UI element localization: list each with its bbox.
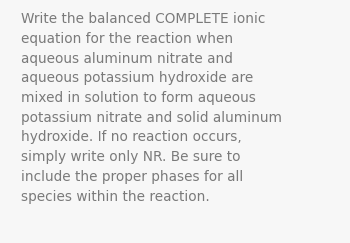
Text: Write the balanced COMPLETE ionic
equation for the reaction when
aqueous aluminu: Write the balanced COMPLETE ionic equati…: [21, 12, 282, 204]
